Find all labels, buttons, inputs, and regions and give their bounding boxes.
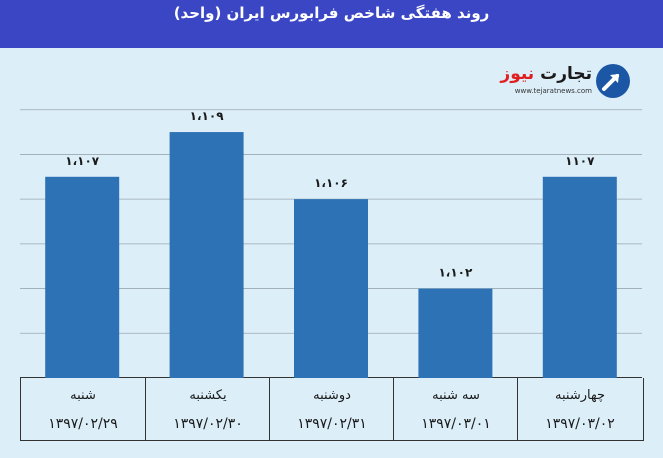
brand-logo: تجارت نیوز www.tejaratnews.com (488, 64, 632, 104)
data-label: ۱،۱۰۷ (65, 154, 100, 168)
category-date-label: ۱۳۹۷/۰۲/۳۰ (173, 416, 243, 432)
category-day-label: یکشنبه (189, 388, 227, 403)
bar (45, 176, 120, 378)
bar-chart: ۱،۱۰۷ ۱،۱۰۹ ۱،۱۰۶ ۱،۱۰۲ ۱۱۰۷ (20, 109, 642, 378)
logo-text: تجارت نیوز (500, 64, 592, 84)
bar (542, 176, 617, 378)
category-day-label: سه شنبه (432, 388, 480, 403)
chart-title: روند هفتگی شاخص فرابورس ایران (واحد) (173, 4, 490, 22)
logo-arrow-icon (596, 64, 630, 98)
bar (294, 199, 368, 378)
data-label: ۱،۱۰۲ (438, 266, 473, 280)
category-date-label: ۱۳۹۷/۰۳/۰۱ (421, 416, 491, 432)
category-date-label: ۱۳۹۷/۰۳/۰۲ (545, 416, 615, 432)
bar (418, 288, 493, 378)
logo-url: www.tejaratnews.com (514, 87, 592, 95)
category-column: چهارشنبه ۱۳۹۷/۰۳/۰۲ (517, 378, 642, 440)
chart-header (0, 0, 663, 48)
category-table: شنبه ۱۳۹۷/۰۲/۲۹ یکشنبه ۱۳۹۷/۰۲/۳۰ دوشنبه… (20, 378, 644, 441)
data-label: ۱،۱۰۹ (190, 109, 225, 123)
category-date-label: ۱۳۹۷/۰۲/۳۱ (297, 416, 367, 432)
data-label: ۱۱۰۷ (565, 154, 595, 168)
category-column: سه شنبه ۱۳۹۷/۰۳/۰۱ (393, 378, 518, 440)
category-day-label: دوشنبه (313, 388, 351, 403)
category-column: شنبه ۱۳۹۷/۰۲/۲۹ (21, 378, 145, 440)
category-column: دوشنبه ۱۳۹۷/۰۲/۳۱ (269, 378, 394, 440)
bar (169, 132, 244, 378)
category-day-label: چهارشنبه (555, 388, 605, 403)
data-label: ۱،۱۰۶ (314, 176, 348, 190)
category-date-label: ۱۳۹۷/۰۲/۲۹ (48, 416, 118, 432)
category-day-label: شنبه (70, 388, 96, 403)
category-column: یکشنبه ۱۳۹۷/۰۲/۳۰ (145, 378, 270, 440)
